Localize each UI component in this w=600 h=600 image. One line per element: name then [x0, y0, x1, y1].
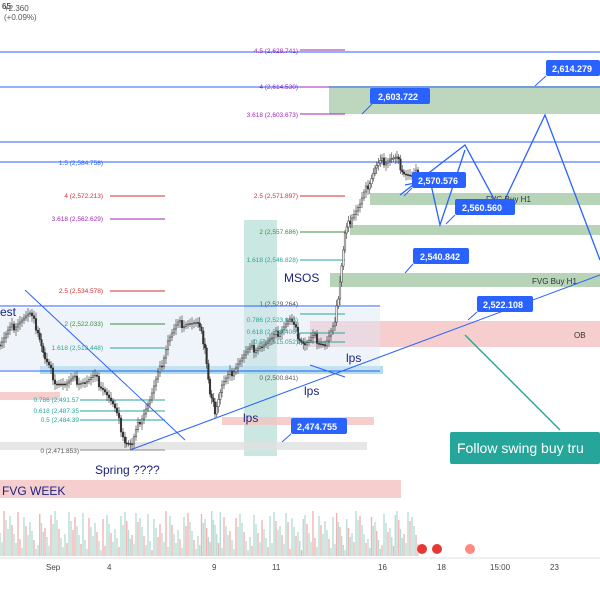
- lps-label-3: lps: [243, 411, 258, 425]
- fib-label-4-5: 4.5 (2,628.741): [254, 48, 298, 55]
- x-tick-16: 16: [378, 563, 387, 572]
- lps-label-2: lps: [304, 384, 319, 398]
- price-change-text: 65 +2.360 (+0.09%): [2, 2, 37, 22]
- candlesticks: [0, 151, 420, 450]
- price-label-2570: 2,570.576: [418, 176, 458, 186]
- zone-cyan-band: [40, 366, 383, 374]
- fib-label-2-5-right: 2.5 (2,571.897): [254, 193, 298, 200]
- fib-label-0-left: 0 (2,471.853): [40, 448, 79, 455]
- fib-label-1-right: 1 (2,529.264): [259, 301, 298, 308]
- fib-labels: 4.5 (2,628.741) 4 (2,614.530) 3.618 (2,6…: [33, 48, 298, 455]
- zone-pink-small: [0, 392, 60, 400]
- fib-label-2-left: 2 (2,522.033): [64, 321, 103, 328]
- fib-label-05-left: 0.5 (2,484.39: [41, 417, 80, 424]
- event-icon-2: [432, 544, 442, 554]
- fib-label-0-right: 0 (2,500.841): [259, 375, 298, 382]
- event-icon-3: [465, 544, 475, 554]
- fib-label-4: 4 (2,614.530): [259, 84, 298, 91]
- x-axis-ticks: Sep 4 9 11 16 18 15:00 23: [46, 563, 559, 572]
- zone-fvg-week: [0, 480, 401, 498]
- fib-label-1618-left: 1.618 (2,512.448): [52, 345, 103, 352]
- est-label: est: [0, 305, 17, 319]
- price-label-2474: 2,474.755: [297, 422, 337, 432]
- fib-label-0786-right: 0.786 (2,523.183): [247, 317, 298, 324]
- volume-bars: [0, 511, 419, 556]
- event-icons[interactable]: [417, 544, 475, 554]
- x-tick-1500: 15:00: [490, 563, 511, 572]
- fib-ticks: [80, 49, 345, 451]
- price-label-2540: 2,540.842: [420, 252, 460, 262]
- fib-label-1618-right: 1.618 (2,546.828): [247, 257, 298, 264]
- price-label-2522: 2,522.108: [483, 300, 523, 310]
- fvg-week-label: FVG WEEK: [2, 484, 65, 498]
- fib-label-4-left: 4 (2,572.213): [64, 193, 103, 200]
- follow-annotation: Follow swing buy tru: [450, 432, 600, 464]
- zone-fvg-buy-h1-lower: [330, 273, 600, 287]
- zone-fvg-buy-2: [350, 225, 600, 235]
- x-tick-sep: Sep: [46, 563, 61, 572]
- spring-label: Spring ????: [95, 463, 160, 477]
- x-tick-18: 18: [437, 563, 446, 572]
- fib-label-2-5-left: 2.5 (2,534.578): [59, 288, 103, 295]
- x-tick-9: 9: [212, 563, 217, 572]
- zone-gray-bottom: [0, 442, 367, 450]
- fib-label-3618: 3.618 (2,603.673): [247, 112, 298, 119]
- fib-label-2-right: 2 (2,557.686): [259, 229, 298, 236]
- fib-label-05-right: 0.5 (2,515.052): [254, 339, 298, 346]
- follow-annotation-text: Follow swing buy tru: [457, 440, 584, 456]
- x-tick-11: 11: [272, 563, 281, 572]
- zone-ob: [310, 321, 600, 347]
- price-label-2603: 2,603.722: [378, 92, 418, 102]
- x-tick-23: 23: [550, 563, 559, 572]
- fib-label-1-5: 1.5 (2,584.758): [59, 160, 103, 167]
- x-tick-4: 4: [107, 563, 112, 572]
- price-label-2560: 2,560.560: [462, 203, 502, 213]
- lps-label-1: lps: [346, 351, 361, 365]
- annotations: MSOS lps lps lps Spring ???? est: [0, 271, 361, 477]
- msos-label: MSOS: [284, 271, 319, 285]
- fib-label-0618-right: 0.618 (2,518.406): [247, 329, 298, 336]
- top-status-bar: 65 +2.360 (+0.09%): [0, 0, 600, 22]
- price-callouts: 2,614.279 2,603.722 2,570.576 2,560.560 …: [281, 60, 600, 443]
- fib-label-3618-left: 3.618 (2,562.629): [52, 216, 103, 223]
- event-icon-1: [417, 544, 427, 554]
- zone-blue-box: [0, 308, 380, 370]
- fib-label-0786-left: 0.786 (2,491.57: [33, 397, 79, 404]
- price-label-2614: 2,614.279: [552, 64, 592, 74]
- ob-label: OB: [574, 331, 586, 340]
- follow-arrow-line: [464, 334, 561, 431]
- zone-top-green: [329, 86, 600, 114]
- fvg-buy-label-2: FVG Buy H1: [532, 277, 577, 286]
- fib-label-0618-left: 0.618 (2,487.35: [33, 408, 79, 415]
